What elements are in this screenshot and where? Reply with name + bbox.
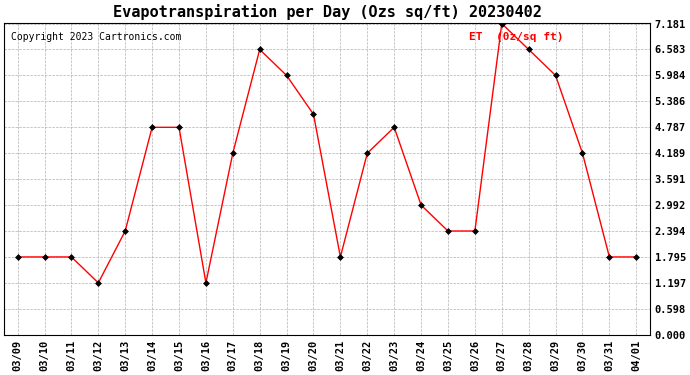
Title: Evapotranspiration per Day (Ozs sq/ft) 20230402: Evapotranspiration per Day (Ozs sq/ft) 2… xyxy=(112,4,542,20)
Text: Copyright 2023 Cartronics.com: Copyright 2023 Cartronics.com xyxy=(10,32,181,42)
Text: ET  (0z/sq ft): ET (0z/sq ft) xyxy=(469,32,564,42)
